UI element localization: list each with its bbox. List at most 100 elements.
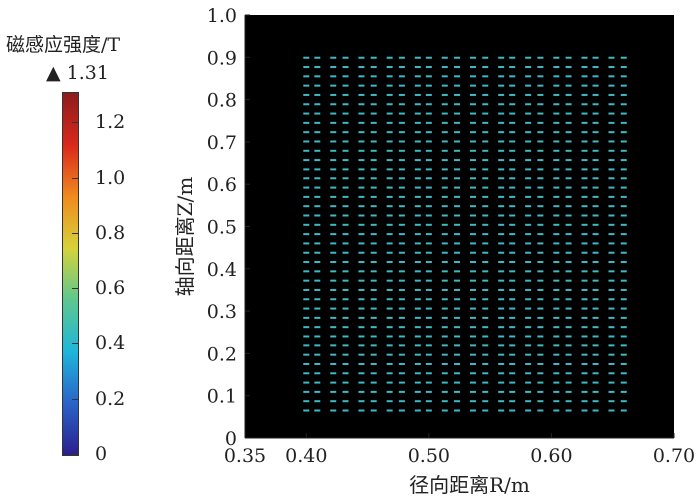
data-point [553, 372, 560, 375]
data-point [620, 177, 627, 180]
data-point [592, 223, 599, 226]
colorbar-tick-mark [72, 177, 78, 179]
data-point [358, 288, 365, 291]
data-point [342, 103, 349, 106]
data-point [498, 390, 505, 393]
data-point [454, 279, 461, 282]
data-point [553, 121, 560, 124]
data-point [482, 326, 489, 329]
data-point [509, 279, 516, 282]
data-point [509, 344, 516, 347]
data-point [342, 307, 349, 310]
data-point [509, 56, 516, 59]
data-point [581, 251, 588, 254]
data-point [620, 353, 627, 356]
data-point [342, 205, 349, 208]
data-point [620, 66, 627, 69]
data-point [592, 288, 599, 291]
colorbar-gradient [62, 92, 79, 456]
data-point [370, 233, 377, 236]
data-point [370, 381, 377, 384]
data-point [553, 56, 560, 59]
data-point [441, 75, 448, 78]
data-point [454, 186, 461, 189]
data-point [370, 372, 377, 375]
data-point [509, 66, 516, 69]
data-point [620, 372, 627, 375]
data-point [592, 177, 599, 180]
data-point [592, 214, 599, 217]
data-point [425, 261, 432, 264]
data-point [425, 353, 432, 356]
data-point [608, 168, 615, 171]
data-point [358, 186, 365, 189]
data-point [330, 344, 337, 347]
data-point [414, 56, 421, 59]
data-point [537, 75, 544, 78]
data-point [441, 298, 448, 301]
data-point [608, 131, 615, 134]
data-point [414, 233, 421, 236]
data-point [386, 335, 393, 338]
x-tick-label: 0.60 [530, 445, 572, 467]
data-point [314, 409, 321, 412]
data-point [608, 66, 615, 69]
data-point [370, 195, 377, 198]
data-point [509, 223, 516, 226]
data-point [525, 159, 532, 162]
data-point [498, 279, 505, 282]
data-point [398, 316, 405, 319]
data-point [398, 159, 405, 162]
data-point [358, 279, 365, 282]
data-point [620, 261, 627, 264]
data-point [537, 121, 544, 124]
data-point [608, 205, 615, 208]
data-point [370, 75, 377, 78]
data-point [608, 251, 615, 254]
data-markers [303, 56, 627, 412]
data-point [581, 103, 588, 106]
data-point [581, 149, 588, 152]
data-point [608, 140, 615, 143]
data-point [370, 140, 377, 143]
data-point [454, 353, 461, 356]
data-point [358, 149, 365, 152]
data-point [414, 195, 421, 198]
data-point [469, 362, 476, 365]
data-point [469, 316, 476, 319]
data-point [537, 242, 544, 245]
data-point [565, 140, 572, 143]
data-point [469, 186, 476, 189]
data-point [398, 103, 405, 106]
colorbar-tick-label: 1.0 [95, 166, 126, 189]
data-point [314, 400, 321, 403]
data-point [469, 214, 476, 217]
data-point [509, 362, 516, 365]
data-point [398, 381, 405, 384]
data-point [537, 298, 544, 301]
data-point [525, 112, 532, 115]
data-point [498, 75, 505, 78]
data-point [553, 195, 560, 198]
data-point [398, 195, 405, 198]
data-point [398, 177, 405, 180]
data-point [425, 121, 432, 124]
data-point [441, 372, 448, 375]
colorbar-tick-label: 0.2 [95, 387, 126, 410]
data-point [469, 159, 476, 162]
data-point [414, 103, 421, 106]
data-point [620, 288, 627, 291]
data-point [358, 233, 365, 236]
data-point [425, 112, 432, 115]
data-point [565, 279, 572, 282]
data-point [425, 251, 432, 254]
data-point [565, 242, 572, 245]
data-point [441, 316, 448, 319]
data-point [498, 261, 505, 264]
data-point [581, 279, 588, 282]
data-point [565, 149, 572, 152]
data-point [482, 177, 489, 180]
data-point [330, 121, 337, 124]
data-point [314, 159, 321, 162]
data-point [509, 131, 516, 134]
